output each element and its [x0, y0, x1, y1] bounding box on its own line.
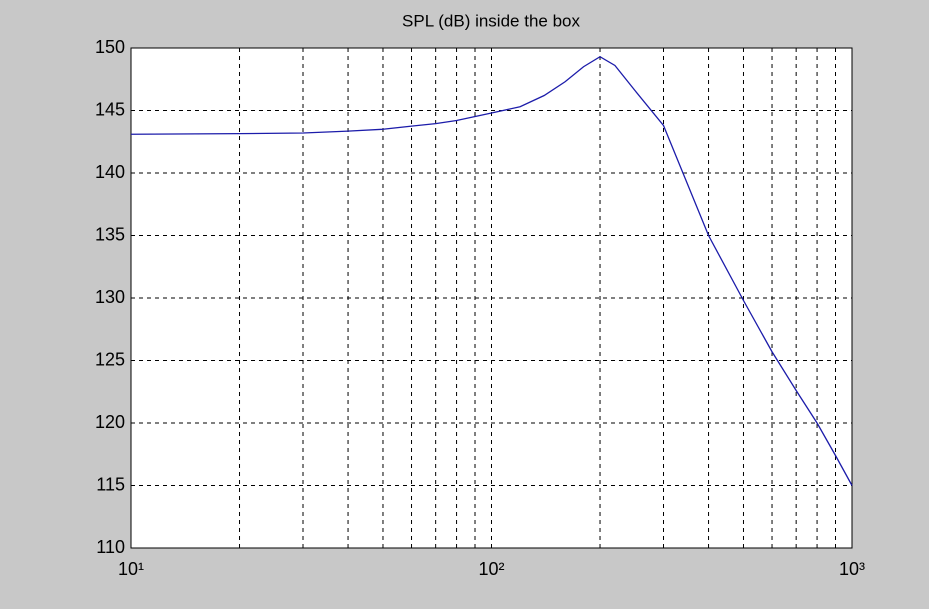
y-tick-label: 130: [95, 287, 125, 307]
y-tick-label: 135: [95, 224, 125, 244]
y-tick-label: 110: [96, 537, 125, 557]
y-tick-label: 115: [96, 474, 125, 494]
plot-frame: [130, 47, 853, 549]
x-tick-label: 10¹: [118, 559, 144, 579]
y-tick-label: 120: [95, 412, 125, 432]
line-series: [130, 55, 853, 486]
y-tick-label: 145: [95, 99, 125, 119]
x-tick-label: 10²: [478, 559, 504, 579]
y-tick-label: 150: [95, 37, 125, 57]
chart-title: SPL (dB) inside the box: [402, 11, 580, 30]
y-tick-label: 140: [95, 162, 125, 182]
y-tick-label: 125: [95, 349, 125, 369]
x-tick-label: 10³: [839, 559, 865, 579]
